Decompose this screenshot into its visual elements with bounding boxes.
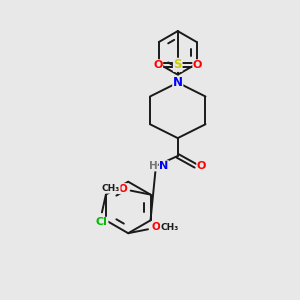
Text: H: H [148, 161, 157, 171]
Text: CH₃: CH₃ [161, 223, 179, 232]
Text: O: O [118, 184, 127, 194]
Text: O: O [153, 60, 163, 70]
Text: O: O [193, 60, 202, 70]
Text: O: O [197, 161, 206, 171]
Text: S: S [173, 58, 182, 71]
Text: O: O [152, 222, 160, 232]
Text: CH₃: CH₃ [102, 184, 120, 193]
Text: N: N [173, 76, 183, 89]
Text: N: N [159, 161, 169, 171]
Text: Cl: Cl [96, 217, 108, 227]
